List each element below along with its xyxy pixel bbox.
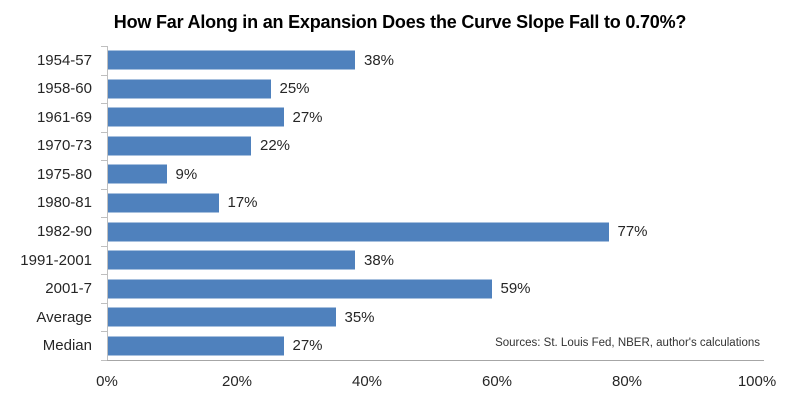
category-label: 1954-57 [36,51,92,69]
category-label: Median [42,337,92,355]
bar-row: 1954-57 38% [0,46,800,75]
axis-tick [101,217,107,219]
bar [108,50,355,70]
bar [108,250,355,270]
axis-tick [101,360,107,361]
bar [108,279,492,299]
category-label: Average [36,308,92,326]
x-axis-tick-label: 20% [221,373,253,390]
bar [108,193,219,213]
axis-tick [101,188,107,190]
category-label: 1982-90 [36,223,92,241]
value-label: 25% [279,80,310,98]
category-label: 1975-80 [36,165,92,183]
value-label: 22% [260,137,291,155]
category-label: 1958-60 [36,80,92,98]
value-label: 38% [364,51,395,69]
value-label: 27% [292,337,323,355]
bar-row: 1958-60 25% [0,75,800,104]
x-axis-line [107,360,764,361]
bar [108,79,271,99]
bar-row: 1961-69 27% [0,103,800,132]
bar [108,336,284,356]
value-label: 17% [227,194,258,212]
source-note: Sources: St. Louis Fed, NBER, author's c… [495,337,760,349]
bar-row: 1982-90 77% [0,217,800,246]
bar-row: 1975-80 9% [0,160,800,189]
value-label: 9% [175,165,198,183]
category-label: 1970-73 [36,137,92,155]
x-axis-tick-label: 100% [737,373,777,390]
category-label: 1991-2001 [20,251,92,269]
bar [108,136,251,156]
bar [108,222,609,242]
bar-row: Average 35% [0,303,800,332]
category-label: 2001-7 [45,280,92,298]
x-axis-tick-label: 0% [96,373,118,390]
axis-tick [101,245,107,247]
axis-tick [101,331,107,333]
axis-tick [101,74,107,76]
axis-tick [101,302,107,304]
bar [108,307,336,327]
bar-row: 1991-2001 38% [0,246,800,275]
value-label: 38% [364,251,395,269]
bar-row: Median 27% [0,331,800,360]
value-label: 59% [500,280,531,298]
axis-tick [101,46,107,47]
x-axis-tick-label: 40% [351,373,383,390]
category-label: 1961-69 [36,108,92,126]
axis-tick [101,103,107,105]
bar [108,107,284,127]
value-label: 77% [617,223,648,241]
category-label: 1980-81 [36,194,92,212]
y-axis-line [107,46,108,360]
bar-row: 1980-81 17% [0,189,800,218]
axis-tick [101,160,107,162]
x-axis-tick-label: 80% [611,373,643,390]
chart-title: How Far Along in an Expansion Does the C… [113,12,687,32]
axis-tick [101,131,107,133]
value-label: 35% [344,308,375,326]
bar [108,164,167,184]
bar-row: 2001-7 59% [0,274,800,303]
bar-row: 1970-73 22% [0,132,800,161]
value-label: 27% [292,108,323,126]
x-axis-tick-label: 60% [481,373,513,390]
axis-tick [101,274,107,276]
